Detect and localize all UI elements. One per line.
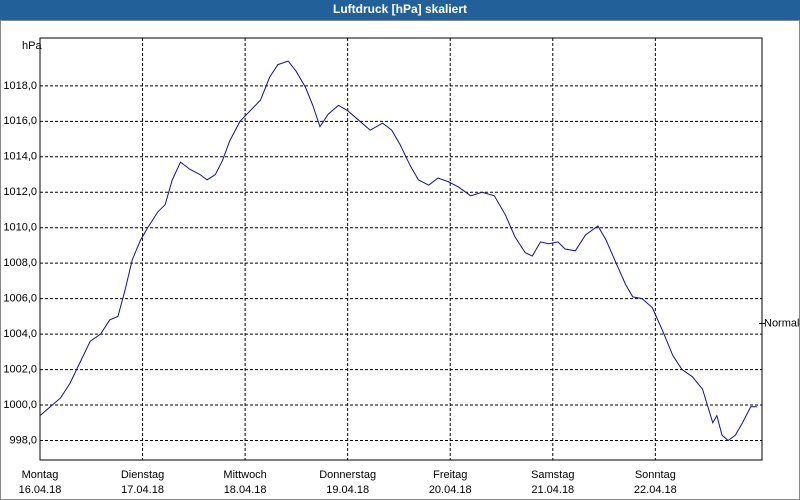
x-tick-date: 21.04.18 xyxy=(531,484,574,496)
x-tick-date: 16.04.18 xyxy=(19,484,62,496)
x-tick-label: Donnerstag xyxy=(319,469,376,481)
y-tick-label: 1016,0 xyxy=(3,115,37,127)
y-tick-label: 1018,0 xyxy=(3,80,37,92)
x-tick-date: 22.04.18 xyxy=(634,484,677,496)
window-border xyxy=(0,20,800,500)
y-tick-label: 1002,0 xyxy=(3,363,37,375)
y-tick-label: 1014,0 xyxy=(3,151,37,163)
y-tick-label: 998,0 xyxy=(9,434,37,446)
y-tick-label: 1012,0 xyxy=(3,186,37,198)
x-tick-label: Samstag xyxy=(531,469,574,481)
plot-frame xyxy=(39,37,763,461)
y-tick-label: 1006,0 xyxy=(3,293,37,305)
x-tick-label: Montag xyxy=(22,469,59,481)
y-axis-label: hPa xyxy=(22,40,42,52)
y-tick-label: 1000,0 xyxy=(3,399,37,411)
x-tick-date: 19.04.18 xyxy=(326,484,369,496)
x-tick-date: 20.04.18 xyxy=(429,484,472,496)
y-tick-label: 1004,0 xyxy=(3,328,37,340)
x-tick-label: Dienstag xyxy=(121,469,164,481)
y-tick-label: 1010,0 xyxy=(3,222,37,234)
chart-title: Luftdruck [hPa] skaliert xyxy=(333,2,467,16)
reference-label: Normal xyxy=(764,317,799,329)
x-tick-date: 18.04.18 xyxy=(224,484,267,496)
y-tick-label: 1008,0 xyxy=(3,257,37,269)
x-tick-label: Mittwoch xyxy=(223,469,266,481)
x-tick-label: Sonntag xyxy=(635,469,676,481)
x-tick-label: Freitag xyxy=(433,469,467,481)
data-line xyxy=(39,60,757,442)
x-tick-date: 17.04.18 xyxy=(121,484,164,496)
title-bar xyxy=(0,0,800,20)
